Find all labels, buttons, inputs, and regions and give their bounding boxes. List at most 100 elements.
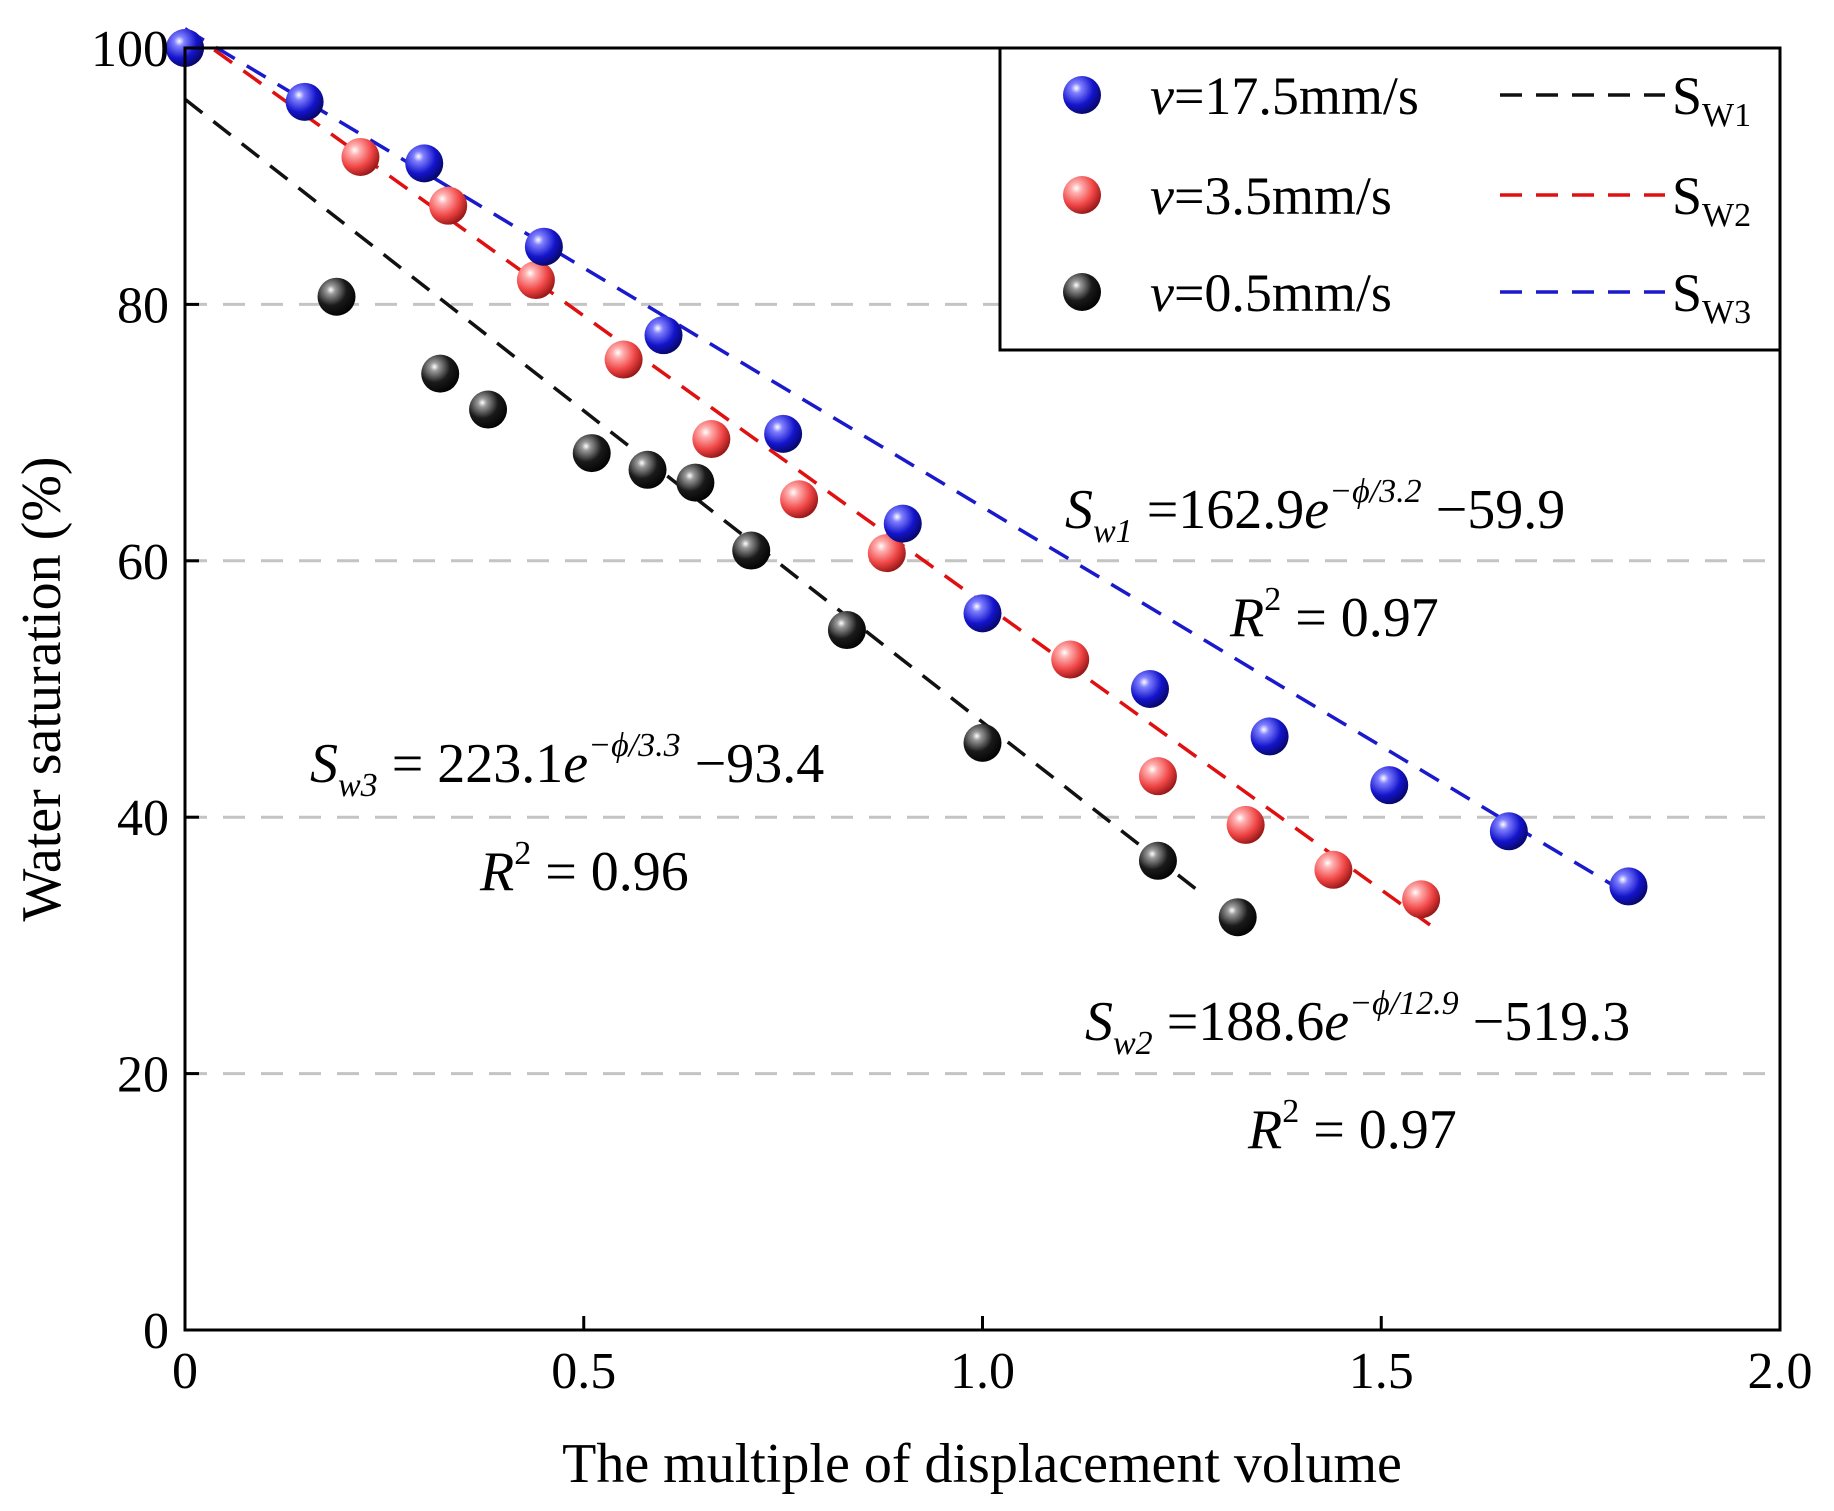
legend-fit-label-main: S (1672, 263, 1702, 323)
x-tick-label: 1.0 (950, 1343, 1015, 1400)
data-point (421, 354, 460, 393)
data-point (628, 450, 667, 489)
data-point (764, 414, 803, 453)
y-axis-label: Water saturation (%) (11, 456, 73, 921)
legend-label-value: =3.5mm/s (1174, 166, 1392, 226)
y-tick-label: 100 (91, 21, 169, 78)
r-squared-exponent: 2 (514, 835, 531, 872)
data-point (1218, 898, 1257, 937)
y-tick-label: 40 (117, 790, 169, 847)
data-point (341, 137, 380, 176)
legend-marker (1063, 76, 1101, 114)
legend-fit-label-sub: W3 (1702, 294, 1751, 331)
r-squared-symbol: R (1229, 587, 1264, 649)
legend-marker (1063, 273, 1101, 311)
x-tick-label: 0 (172, 1343, 198, 1400)
equation-exponent: −ϕ/3.3 (588, 727, 681, 764)
legend-fit-label: SW1 (1672, 66, 1751, 134)
data-point (317, 277, 356, 316)
equation-symbol: S (1085, 991, 1113, 1053)
x-axis-label: The multiple of displacement volume (562, 1433, 1402, 1495)
equation-base: e (1304, 479, 1329, 541)
data-point (692, 420, 731, 459)
y-tick-label: 60 (117, 534, 169, 591)
y-tick-label: 20 (117, 1047, 169, 1104)
equation-subscript: w1 (1093, 513, 1133, 550)
equation-coefficient: =188.6 (1153, 991, 1325, 1053)
fit-lines (183, 27, 1638, 932)
equation-base: e (563, 733, 588, 795)
equation-exponent: −ϕ/12.9 (1349, 985, 1459, 1022)
r-squared-sw3: R2 = 0.96 (479, 835, 689, 903)
equation-constant: −519.3 (1459, 991, 1631, 1053)
data-point (469, 390, 508, 429)
data-point (963, 723, 1002, 762)
equation-subscript: w3 (338, 767, 378, 804)
x-tick-label: 1.5 (1349, 1343, 1414, 1400)
equation-sw1: Sw1 =162.9e−ϕ/3.2 −59.9 (1065, 473, 1565, 550)
data-point (1250, 717, 1289, 756)
r-squared-symbol: R (479, 841, 514, 903)
legend-box (998, 46, 1782, 352)
r-squared-symbol: R (1247, 1099, 1282, 1161)
data-point (1489, 812, 1528, 851)
data-point (604, 340, 643, 379)
data-point (883, 504, 922, 543)
data-point (676, 463, 715, 502)
r-squared-sw2: R2 = 0.97 (1247, 1093, 1457, 1161)
legend-fit-label-sub: W2 (1702, 197, 1751, 234)
data-point (963, 594, 1002, 633)
legend-marker (1063, 176, 1101, 214)
data-point (644, 316, 683, 355)
data-point (405, 144, 444, 183)
equation-exponent: −ϕ/3.2 (1329, 473, 1422, 510)
data-point (1138, 841, 1177, 880)
data-point (1402, 880, 1441, 919)
r-squared-sw1: R2 = 0.97 (1229, 581, 1439, 649)
fit-line-sw2 (183, 27, 1439, 932)
data-point (429, 186, 468, 225)
legend-fit-label-main: S (1672, 66, 1702, 126)
x-tick-label: 0.5 (551, 1343, 616, 1400)
equation-coefficient: = 223.1 (378, 733, 564, 795)
r-squared-value: = 0.96 (531, 841, 689, 903)
data-points (166, 29, 1648, 937)
data-point (285, 82, 324, 121)
data-point (732, 531, 771, 570)
legend-label-value: =17.5mm/s (1174, 66, 1419, 126)
x-tick-label: 2.0 (1748, 1343, 1813, 1400)
data-point (780, 480, 819, 519)
x-axis-ticks: 0 0.5 1.0 1.5 2.0 (172, 1316, 1813, 1400)
data-point (1226, 805, 1265, 844)
data-point (867, 534, 906, 573)
y-tick-label: 80 (117, 277, 169, 334)
equation-sw2: Sw2 =188.6e−ϕ/12.9 −519.3 (1085, 985, 1630, 1062)
r-squared-exponent: 2 (1264, 581, 1281, 618)
legend-label: v=3.5mm/s (1150, 166, 1392, 226)
fit-line-sw3 (184, 27, 1638, 901)
equation-subscript: w2 (1113, 1025, 1153, 1062)
gridlines (185, 302, 1780, 1076)
legend-label-value: =0.5mm/s (1174, 263, 1392, 323)
y-axis-ticks: 0 20 40 60 80 100 (91, 21, 199, 1360)
data-point (516, 261, 555, 300)
legend-fit-label: SW2 (1672, 166, 1751, 234)
r-squared-value: = 0.97 (1281, 587, 1439, 649)
legend-label-var: v (1150, 263, 1174, 323)
legend-label: v=17.5mm/s (1150, 66, 1419, 126)
equation-symbol: S (310, 733, 338, 795)
data-point (1314, 850, 1353, 889)
equation-coefficient: =162.9 (1133, 479, 1305, 541)
data-point (1138, 757, 1177, 796)
data-point (1051, 640, 1090, 679)
equation-symbol: S (1065, 479, 1093, 541)
legend-fit-label: SW3 (1672, 263, 1751, 331)
r-squared-exponent: 2 (1282, 1093, 1299, 1130)
data-point (1609, 867, 1648, 906)
equation-constant: −59.9 (1422, 479, 1566, 541)
equation-sw3: Sw3 = 223.1e−ϕ/3.3 −93.4 (310, 727, 824, 804)
legend-fit-label-sub: W1 (1702, 97, 1751, 134)
